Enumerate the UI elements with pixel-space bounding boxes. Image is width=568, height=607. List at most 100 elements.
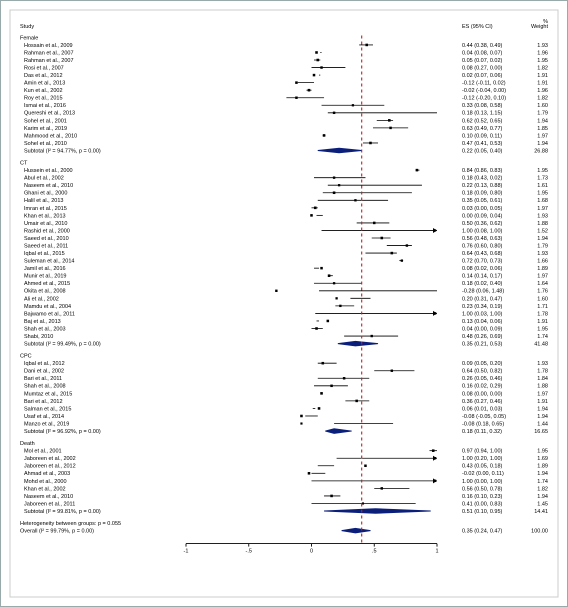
overall-label: Overall (I² = 99.79%, p = 0.00) — [20, 529, 94, 535]
study-label: Sohel et al., 2001 — [24, 118, 67, 124]
point-marker — [401, 259, 403, 261]
study-label: Iqbal et al., 2015 — [24, 251, 65, 257]
study-label: Ali et al., 2002 — [24, 296, 59, 302]
weight-value: 1.97 — [537, 274, 548, 280]
study-label: Rashid et al., 2000 — [24, 228, 70, 234]
weight-value: 1.88 — [537, 221, 548, 227]
point-marker — [434, 229, 436, 231]
subtotal-weight: 41.48 — [534, 342, 548, 348]
study-label: Hussein et al., 2000 — [24, 168, 73, 174]
es-value: 0.84 (0.86, 0.83) — [462, 168, 503, 174]
weight-value: 1.94 — [537, 406, 548, 412]
subtotal-weight: 26.88 — [534, 148, 548, 154]
point-marker — [333, 112, 335, 114]
overall-weight: 100.00 — [531, 529, 548, 535]
es-value: -0.02 (-0.04, 0.00) — [462, 88, 506, 94]
study-label: Usaf et al., 2014 — [24, 414, 64, 420]
es-value: 0.09 (0.05, 0.20) — [462, 361, 503, 367]
study-label: Bajwamo et al., 2011 — [24, 311, 75, 317]
point-marker — [333, 282, 335, 284]
point-marker — [339, 305, 341, 307]
point-marker — [381, 487, 383, 489]
point-marker — [327, 320, 330, 323]
point-marker — [333, 191, 336, 194]
point-marker — [314, 207, 317, 210]
point-marker — [389, 127, 391, 129]
point-marker — [434, 312, 436, 314]
es-value: 0.02 (0.07, 0.06) — [462, 73, 503, 79]
weight-value: 1.71 — [537, 304, 548, 310]
point-marker — [406, 244, 408, 246]
study-label: Dani et al., 2002 — [24, 369, 64, 375]
point-marker — [323, 134, 326, 137]
es-value: 1.00 (0.03, 1.00) — [462, 311, 503, 317]
es-value: 0.18 (0.43, 0.02) — [462, 176, 503, 182]
study-label: Rahman et al., 2007 — [24, 50, 74, 56]
point-marker — [434, 480, 436, 482]
group-title: Female — [20, 35, 38, 41]
es-value: 1.00 (0.00, 1.00) — [462, 479, 503, 485]
weight-value: 1.88 — [537, 384, 548, 390]
es-value: 0.64 (0.43, 0.68) — [462, 251, 503, 257]
es-value: 0.06 (0.01, 0.03) — [462, 406, 503, 412]
es-value: 0.41 (0.00, 0.83) — [462, 501, 503, 507]
es-value: 0.33 (0.08, 0.58) — [462, 103, 503, 109]
es-value: -0.02 (0.00, 0.11) — [462, 471, 504, 477]
es-value: 0.43 (0.05, 0.18) — [462, 464, 503, 470]
es-value: -0.08 (-0.05, 0.05) — [462, 414, 506, 420]
es-value: 0.18 (0.09, 0.80) — [462, 191, 503, 197]
weight-value: 1.82 — [537, 96, 548, 102]
weight-value: 1.52 — [537, 228, 548, 234]
study-label: Rosi et al., 2007 — [24, 65, 64, 71]
subtotal-label: Subtotal (I² = 94.77%, p = 0.00) — [24, 148, 101, 154]
weight-value: 1.64 — [537, 281, 548, 287]
es-value: -0.28 (0.06, 1.48) — [462, 289, 504, 295]
subtotal-weight: 16.65 — [534, 429, 548, 435]
study-label: Mumtaz et al., 2015 — [24, 391, 72, 397]
weight-value: 1.95 — [537, 168, 548, 174]
es-value: 0.20 (0.31, 0.47) — [462, 296, 503, 302]
study-label: Ismai et al., 2016 — [24, 103, 66, 109]
weight-value: 1.97 — [537, 391, 548, 397]
weight-value: 1.79 — [537, 243, 548, 249]
point-marker — [391, 252, 394, 255]
weight-value: 1.74 — [537, 334, 548, 340]
study-label: Kun et al., 2002 — [24, 88, 63, 94]
es-value: 0.14 (0.14, 0.17) — [462, 274, 503, 280]
weight-value: 1.44 — [537, 421, 548, 427]
study-label: Naseem et al., 2010 — [24, 183, 73, 189]
es-value: 0.26 (0.05, 0.46) — [462, 376, 503, 382]
point-marker — [391, 370, 393, 372]
es-value: 0.56 (0.50, 0.78) — [462, 486, 503, 492]
weight-value: 1.82 — [537, 65, 548, 71]
weight-value: 1.95 — [537, 58, 548, 64]
study-label: Amin et al., 2013 — [24, 81, 65, 87]
weight-value: 1.93 — [537, 361, 548, 367]
es-value: 0.44 (0.38, 0.49) — [462, 43, 503, 49]
es-value: 0.18 (0.13, 1.15) — [462, 111, 503, 117]
es-value: 0.62 (0.52, 0.65) — [462, 118, 503, 124]
weight-value: 1.91 — [537, 73, 548, 79]
weight-value: 1.95 — [537, 191, 548, 197]
es-value: 0.08 (0.27, 0.00) — [462, 65, 503, 71]
weight-value: 1.95 — [537, 449, 548, 455]
study-label: Rahman et al., 2007 — [24, 58, 74, 64]
study-label: Hossain et al., 2009 — [24, 43, 73, 49]
study-label: Saeed et al., 2011 — [24, 243, 68, 249]
study-label: Baj et al., 2013 — [24, 319, 61, 325]
es-value: 0.04 (0.00, 0.09) — [462, 326, 503, 332]
weight-value: 1.66 — [537, 259, 548, 265]
study-label: Jaboreen et al., 2012 — [24, 464, 76, 470]
point-marker — [330, 495, 333, 498]
weight-value: 1.96 — [537, 50, 548, 56]
study-label: Imran et al., 2015 — [24, 206, 67, 212]
weight-value: 1.96 — [537, 88, 548, 94]
group-title: CPC — [20, 354, 32, 360]
es-value: 0.05 (0.07, 0.02) — [462, 58, 503, 64]
es-value: 0.36 (0.27, 0.46) — [462, 399, 503, 405]
forest-plot: StudyES (95% CI)%WeightFemaleHossain et … — [0, 0, 568, 607]
tick-label: 0 — [310, 549, 313, 555]
es-value: 0.16 (0.10, 0.23) — [462, 494, 503, 500]
point-marker — [318, 407, 321, 410]
weight-value: 1.60 — [537, 296, 548, 302]
